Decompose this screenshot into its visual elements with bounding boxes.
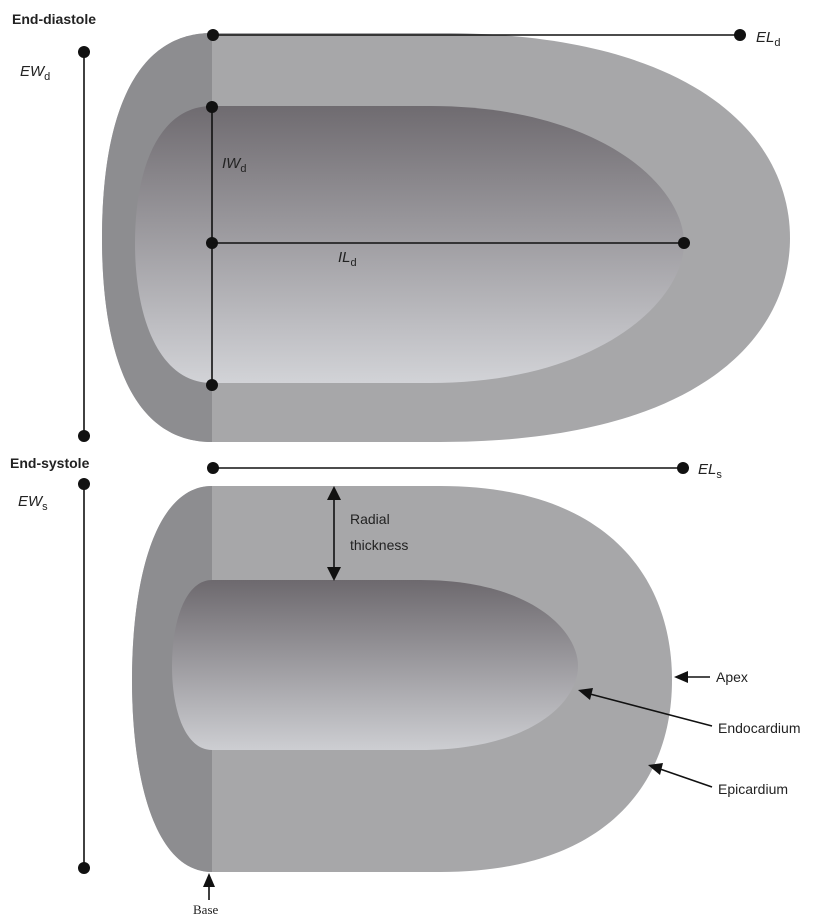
end-systole-panel: End-systole EWs ELs Radial thickness [10,455,801,917]
apex-label: Apex [716,669,748,685]
el-s-dimension [207,462,689,474]
il-d-dimension [212,237,690,249]
base-arrow [203,873,215,900]
base-label: Base [193,902,219,917]
el-d-label: ELd [756,29,780,49]
epicardium-arrow [648,763,713,788]
radial-thickness-arrow [327,486,341,581]
end-systole-title: End-systole [10,455,90,471]
radial-thickness-label-line2: thickness [350,537,408,553]
ew-s-dimension [78,478,90,874]
ew-d-label: EWd [20,63,50,83]
ew-d-dimension [78,46,90,442]
systole-cavity-shape [172,580,578,750]
el-d-dimension [207,29,746,41]
endocardium-arrow [578,688,713,727]
ew-s-label: EWs [18,493,48,513]
el-s-label: ELs [698,461,722,481]
endocardium-label: Endocardium [718,720,801,736]
iw-d-label: IWd [222,155,246,175]
il-d-label: ILd [338,249,357,269]
apex-arrow [674,671,710,683]
radial-thickness-label-line1: Radial [350,511,390,527]
end-diastole-title: End-diastole [12,11,96,27]
diastole-cavity-shape [135,106,684,383]
systole-base-band [132,486,212,872]
epicardium-label: Epicardium [718,781,788,797]
end-diastole-panel: End-diastole EWd ELd IWd [12,11,790,442]
